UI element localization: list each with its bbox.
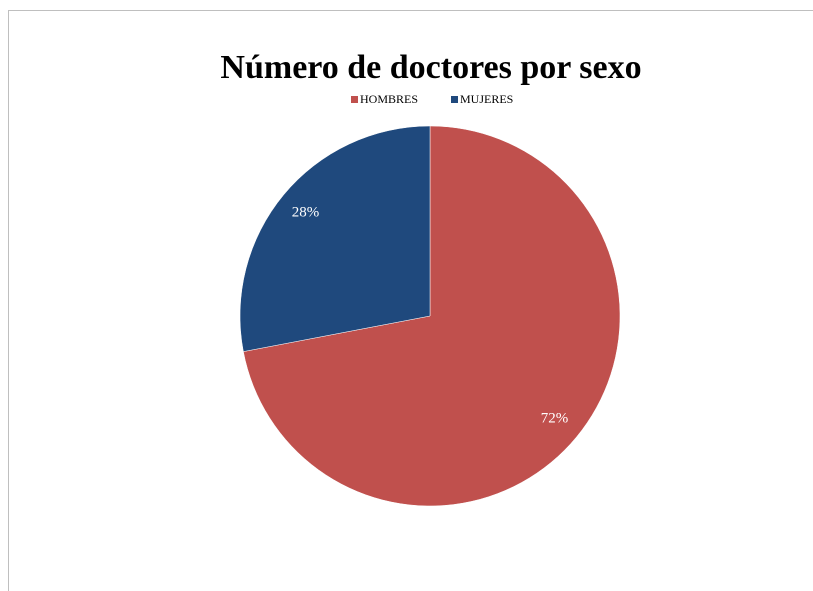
pie-slice xyxy=(243,125,621,507)
legend-swatch xyxy=(451,96,458,103)
data-label: 28% xyxy=(292,204,320,220)
pie-slice xyxy=(239,125,431,352)
legend: HOMBRES MUJERES xyxy=(351,92,513,106)
legend-label: MUJERES xyxy=(460,92,513,106)
legend-label: HOMBRES xyxy=(360,92,418,106)
data-label: 72% xyxy=(541,410,569,426)
pie: 72% 28% xyxy=(239,125,621,507)
chart-title: Número de doctores por sexo xyxy=(220,49,641,86)
legend-swatch xyxy=(351,96,358,103)
